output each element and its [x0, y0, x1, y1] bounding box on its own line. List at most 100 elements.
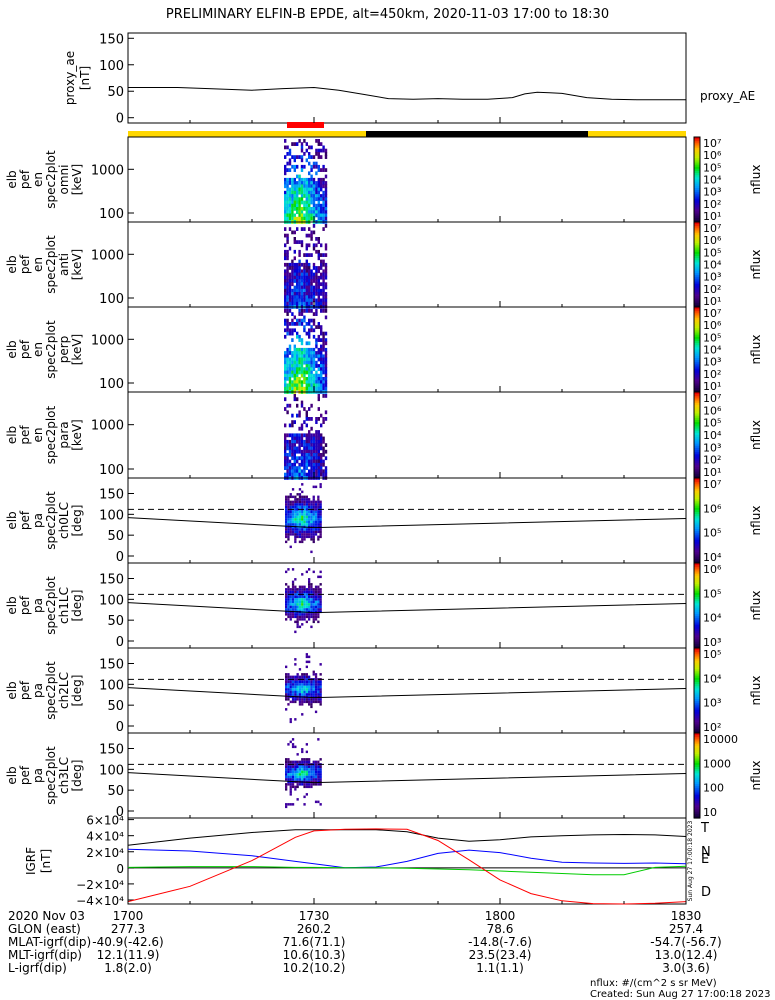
spectrogram-cell [291, 488, 295, 491]
spectrogram-cell [301, 685, 304, 689]
spectrogram-cell [286, 184, 289, 189]
spectrogram-cell [291, 770, 295, 774]
spectrogram-cell [310, 370, 313, 375]
spectrogram-cell [289, 778, 292, 781]
spectrogram-cell [322, 227, 325, 231]
colorbar-segment [694, 790, 700, 794]
spectrogram-cell [294, 520, 297, 524]
spectrogram-cell [308, 498, 311, 501]
spectrogram-cell [310, 403, 313, 408]
spectrogram-cell [293, 322, 296, 326]
spectrogram-cell [312, 373, 316, 378]
colorbar-label: nflux [749, 165, 763, 195]
spectrogram-cell [296, 380, 299, 385]
spectrogram-cell [291, 367, 294, 372]
spectrogram-cell [301, 503, 304, 506]
spectrogram-cell [312, 698, 315, 701]
colorbar-segment [694, 435, 700, 438]
spectrogram-cell [305, 322, 308, 326]
spectrogram-cell [294, 680, 297, 684]
spectrogram-cell [303, 459, 306, 464]
colorbar-segment [694, 622, 700, 626]
spectrogram-cell [308, 446, 311, 451]
colorbar-segment [694, 460, 700, 464]
spectrogram-cell [300, 298, 304, 303]
colorbar-segment [694, 268, 700, 272]
spectrogram-cell [303, 795, 306, 799]
spectrogram-cell [291, 439, 294, 444]
spectrogram-cell [293, 262, 296, 267]
spectrogram-cell [310, 354, 313, 359]
colorbar-segment [694, 264, 700, 268]
spectrogram-cell [291, 466, 294, 471]
spectrogram-cell [294, 675, 297, 679]
colorbar-segment [694, 550, 700, 553]
spectrogram-cell [303, 765, 306, 769]
spectrogram-cell [288, 322, 292, 326]
spectrogram-cell [291, 203, 294, 208]
colorbar-segment [694, 701, 700, 704]
spectrogram-cell [288, 285, 292, 290]
spectrogram-cell [303, 469, 306, 474]
spectrogram-cell [312, 773, 315, 776]
spectrogram-cell [298, 200, 301, 205]
spectrogram-cell [308, 177, 311, 182]
spectrogram-cell [317, 338, 320, 342]
spectrogram-cell [285, 498, 288, 501]
spectrogram-cell [319, 530, 322, 534]
spectrogram-cell [319, 773, 322, 776]
spectrogram-cell [315, 446, 318, 451]
spectrogram-cell [285, 618, 288, 621]
spectrogram-cell [308, 331, 311, 336]
colorbar-segment [694, 773, 700, 777]
spectrogram-cell [300, 347, 304, 352]
spectrogram-cell [308, 301, 311, 306]
spectrogram-cell [322, 168, 325, 172]
spectrogram-cell [296, 164, 299, 169]
spectrogram-cell [301, 530, 304, 534]
spectrogram-cell [308, 380, 311, 385]
spectrogram-cell [320, 168, 323, 172]
spectrogram-cell [285, 595, 288, 599]
spectrogram-cell [315, 139, 318, 143]
spectrogram-cell [289, 595, 292, 599]
spectrogram-cell [285, 593, 288, 596]
colorbar-segment [694, 533, 700, 536]
spectrogram-cell [305, 783, 308, 786]
spectrogram-cell [322, 279, 325, 283]
spectrogram-cell [310, 472, 313, 477]
spectrogram-cell [301, 540, 304, 544]
colorbar-segment [694, 441, 700, 445]
spectrogram-cell [298, 510, 302, 514]
spectrogram-cell [310, 439, 313, 444]
spectrogram-cell [296, 466, 299, 471]
spectrogram-cell [305, 653, 308, 656]
spectrogram-cell [305, 459, 308, 464]
spectrogram-cell [300, 370, 304, 375]
spectrogram-cell [293, 354, 296, 359]
spectrogram-cell [288, 288, 292, 293]
colorbar-segment [694, 690, 700, 694]
spectrogram-cell [303, 538, 306, 541]
colorbar-segment [694, 243, 700, 246]
spectrogram-cell [291, 503, 295, 506]
spectrogram-cell [284, 292, 287, 296]
spectrogram-cell [305, 285, 308, 290]
spectrogram-cell [317, 500, 320, 504]
spectrogram-cell [286, 318, 289, 323]
spectrogram-cell [322, 347, 325, 352]
colorbar-segment [694, 141, 700, 144]
spectrogram-cell [310, 500, 313, 504]
spectrogram-cell [319, 770, 322, 774]
spectrogram-cell [319, 605, 322, 609]
spectrogram-cell [287, 758, 290, 761]
colorbar-segment [694, 143, 700, 147]
spectrogram-cell [298, 605, 302, 609]
spectrogram-cell [317, 575, 320, 579]
spectrogram-cell [317, 148, 320, 153]
spectrogram-cell [317, 155, 320, 159]
spectrogram-cell [287, 698, 290, 701]
spectrogram-cell [320, 380, 323, 385]
spectrogram-cell [291, 360, 294, 365]
ephemeris-value: 10.2(10.2) [283, 961, 346, 975]
